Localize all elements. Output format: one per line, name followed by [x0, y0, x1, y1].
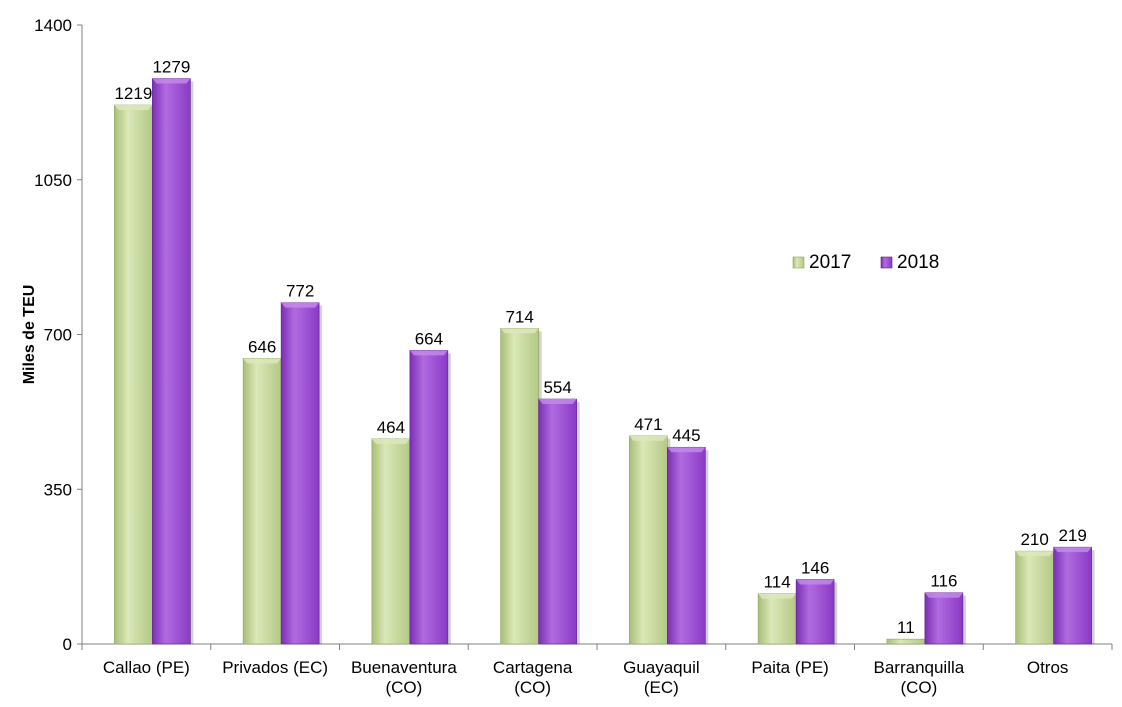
y-tick-label: 0: [63, 635, 72, 654]
category-label: Barranquilla (CO): [874, 658, 965, 697]
bar-2017-4: [629, 435, 671, 645]
bar-2017-6: [886, 638, 928, 645]
bar-2017-2: [371, 438, 413, 645]
bar-2018-6: [924, 592, 966, 645]
data-label: 11: [897, 618, 915, 637]
data-label: 116: [930, 572, 957, 591]
legend-label: 2018: [897, 252, 939, 273]
bar-2018-1: [280, 302, 323, 645]
y-axis-title: Miles de TEU: [21, 285, 38, 385]
data-label: 219: [1058, 526, 1086, 545]
category-label: Paita (PE): [751, 658, 828, 677]
bar-2018-5: [795, 579, 838, 645]
bar-2018-4: [667, 446, 709, 645]
data-label: 464: [377, 418, 405, 437]
data-label: 772: [286, 282, 314, 301]
category-label: Cartagena (CO): [493, 658, 573, 697]
data-label: 471: [634, 415, 662, 434]
bar-2017-1: [242, 358, 285, 645]
legend-swatch: [880, 256, 893, 269]
category-label: Callao (PE): [103, 658, 190, 677]
data-label: 1219: [114, 84, 152, 103]
y-tick-label: 1400: [34, 16, 72, 35]
bars: [114, 78, 1095, 645]
legend-item-2018: 2018: [880, 252, 939, 273]
legend-item-2017: 2017: [792, 252, 851, 273]
data-label: 146: [801, 558, 829, 577]
bar-2018-0: [152, 78, 194, 645]
category-label: Otros: [1027, 658, 1069, 677]
data-label: 646: [248, 337, 276, 356]
labels: 1219 646 464 714 471 114 11 210 1279 772 664 554 445…: [114, 57, 1086, 637]
category-label: Buenaventura (CO): [351, 658, 457, 697]
y-tick-label: 700: [44, 326, 72, 345]
bar-2017-3: [500, 328, 542, 645]
bar-2017-5: [757, 593, 800, 645]
data-label: 445: [672, 426, 700, 445]
category-label: Privados (EC): [222, 658, 328, 677]
bar-2017-0: [114, 104, 156, 645]
y-tick-label: 1050: [34, 171, 72, 190]
legend: 2017 2018: [792, 252, 939, 273]
data-label: 554: [543, 378, 571, 397]
bar-2018-7: [1053, 546, 1095, 645]
bar-2018-3: [538, 398, 580, 645]
data-label: 714: [505, 307, 533, 326]
bar-2018-2: [409, 350, 451, 645]
y-tick-label: 350: [44, 480, 72, 499]
data-label: 210: [1020, 530, 1048, 549]
data-label: 114: [764, 573, 791, 592]
legend-swatch: [792, 256, 805, 269]
legend-label: 2017: [809, 252, 851, 273]
data-label: 664: [415, 329, 443, 348]
category-label: Guayaquil (EC): [623, 658, 700, 697]
data-label: 1279: [152, 57, 190, 76]
bar-2017-7: [1015, 550, 1057, 645]
axes: 0 350 700 1050 1400 Callao (PE) Privados (EC) B…: [21, 16, 1113, 697]
